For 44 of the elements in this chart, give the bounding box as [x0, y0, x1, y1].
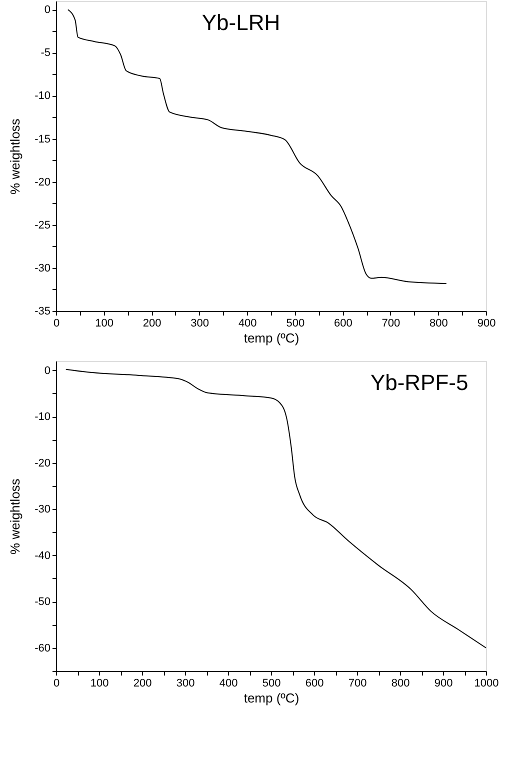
x-tick-label: 300	[176, 678, 195, 690]
x-tick-label: 600	[305, 678, 324, 690]
x-tick-label: 200	[142, 318, 162, 330]
x-tick-label: 500	[286, 318, 305, 330]
x-tick-label: 200	[133, 678, 152, 690]
y-tick-label: -40	[34, 550, 50, 562]
x-tick-label: 600	[334, 318, 352, 330]
y-tick-label: -15	[34, 133, 50, 146]
y-tick-label: -30	[34, 504, 50, 516]
chart-title: Yb-LRH	[202, 10, 280, 35]
x-tick-label: 400	[238, 318, 257, 330]
line-series	[67, 9, 447, 284]
y-tick-label: 0	[44, 364, 50, 377]
y-tick-label: -5	[40, 47, 50, 60]
y-tick-label: -35	[34, 306, 50, 318]
y-tick-label: -30	[34, 262, 50, 274]
x-tick-label: 800	[391, 678, 410, 690]
y-tick-label: -50	[34, 596, 50, 608]
x-tick-label: 0	[53, 678, 60, 690]
x-tick-label: 1000	[474, 678, 499, 690]
y-axis-title: % weightloss	[8, 478, 23, 554]
x-tick-label: 700	[348, 678, 367, 690]
y-tick-label: -20	[34, 176, 50, 188]
chart-title: Yb-RPF-5	[370, 370, 468, 395]
x-tick-label: 300	[190, 318, 210, 330]
y-tick-label: 0	[44, 4, 50, 16]
y-tick-label: -10	[34, 411, 50, 424]
x-tick-label: 900	[434, 678, 453, 690]
x-axis-title: temp (ºC)	[244, 690, 300, 706]
x-tick-label: 400	[219, 678, 238, 690]
x-tick-label: 800	[430, 318, 448, 330]
x-tick-label: 900	[477, 318, 496, 330]
x-tick-label: 0	[53, 318, 60, 330]
x-tick-label: 100	[95, 318, 114, 330]
y-tick-label: -20	[34, 457, 50, 470]
x-axis-title: temp (ºC)	[244, 330, 300, 346]
line-series	[65, 368, 486, 648]
x-tick-label: 500	[262, 678, 281, 690]
x-tick-label: 700	[382, 318, 400, 330]
y-tick-label: -60	[34, 642, 50, 654]
y-axis-title: % weightloss	[8, 118, 23, 194]
y-tick-label: -10	[34, 90, 50, 102]
x-tick-label: 100	[90, 678, 109, 690]
y-tick-label: -25	[34, 219, 50, 232]
